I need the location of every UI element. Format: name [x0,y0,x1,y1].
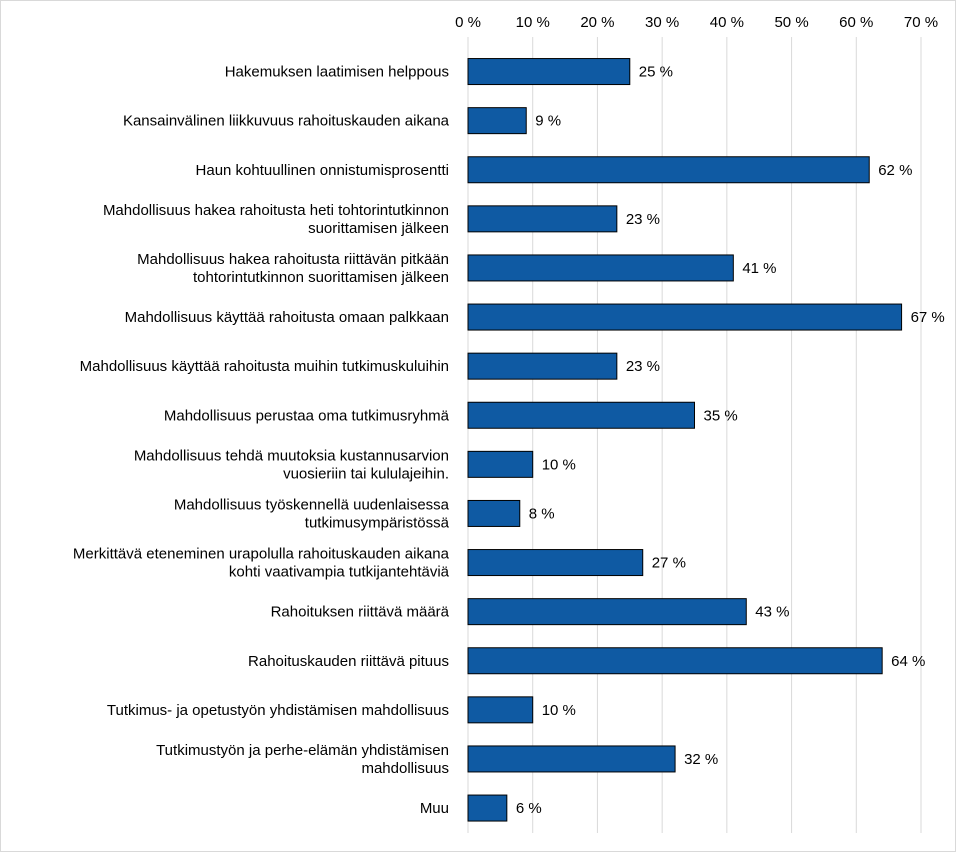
bar [467,696,534,724]
category-label-line: Haun kohtuullinen onnistumisprosentti [196,162,449,179]
bar [467,107,527,135]
category-label-line: Mahdollisuus hakea rahoitusta heti tohto… [103,202,449,219]
value-label: 10 % [542,456,576,473]
bar [467,549,644,577]
category-label: Tutkimus- ja opetustyön yhdistämisen mah… [107,702,449,719]
bar [467,647,883,675]
category-label: Mahdollisuus hakea rahoitusta heti tohto… [103,202,449,237]
category-label-line: Muu [420,800,449,817]
category-label: Hakemuksen laatimisen helppous [225,64,449,81]
value-label: 67 % [911,309,945,326]
bar [467,254,734,282]
value-label: 10 % [542,702,576,719]
value-label: 27 % [652,555,686,572]
category-label-line: Mahdollisuus hakea rahoitusta riittävän … [137,251,449,268]
category-label-line: Hakemuksen laatimisen helppous [225,64,449,81]
category-label-line: Merkittävä eteneminen urapolulla rahoitu… [73,546,450,563]
value-label: 6 % [516,800,542,817]
category-label: Rahoituksen riittävä määrä [271,604,450,621]
value-label: 64 % [891,653,925,670]
category-labels: Hakemuksen laatimisen helppous Kansainväl… [73,64,450,817]
value-label: 41 % [742,260,776,277]
category-label: Haun kohtuullinen onnistumisprosentti [196,162,449,179]
category-label: Mahdollisuus työskennellä uudenlaisessa t… [174,496,450,531]
x-tick-label: 50 % [774,14,808,31]
category-label-line: vuosieriin tai kululajeihin. [283,465,449,482]
bar [467,450,534,478]
category-label-line: Rahoituskauden riittävä pituus [248,653,449,670]
bar [467,156,870,184]
value-label: 62 % [878,162,912,179]
x-tick-label: 20 % [580,14,614,31]
value-label: 35 % [704,407,738,424]
category-label: Kansainvälinen liikkuvuus rahoituskauden… [123,113,450,130]
category-label-line: Kansainvälinen liikkuvuus rahoituskauden… [123,113,450,130]
category-label-line: Rahoituksen riittävä määrä [271,604,450,621]
x-tick-label: 0 % [455,14,481,31]
bar [467,352,618,380]
bar [467,58,631,86]
value-label: 23 % [626,358,660,375]
category-label: Mahdollisuus perustaa oma tutkimusryhmä [164,407,450,424]
x-tick-label: 60 % [839,14,873,31]
bar [467,303,903,331]
x-axis-tick-labels: 0 % 10 % 20 % 30 % 40 % 50 % 60 % 70 % [455,14,938,31]
x-tick-label: 40 % [710,14,744,31]
value-label: 23 % [626,211,660,228]
category-label: Rahoituskauden riittävä pituus [248,653,449,670]
bar [467,401,695,429]
category-label-line: tohtorintutkinnon suorittamisen jälkeen [193,269,449,286]
category-label-line: Mahdollisuus käyttää rahoitusta omaan pa… [125,309,449,326]
category-label-line: Mahdollisuus perustaa oma tutkimusryhmä [164,407,450,424]
category-label-line: Mahdollisuus tehdä muutoksia kustannusar… [134,447,449,464]
value-label: 32 % [684,751,718,768]
category-label-line: mahdollisuus [361,760,449,777]
category-label: Mahdollisuus käyttää rahoitusta omaan pa… [125,309,449,326]
bar [467,598,747,626]
category-label-line: kohti vaativampia tutkijantehtäviä [229,564,450,581]
x-tick-label: 70 % [904,14,938,31]
category-label: Mahdollisuus hakea rahoitusta riittävän … [137,251,449,286]
category-label-line: tutkimusympäristössä [305,514,450,531]
bar [467,205,618,233]
category-label-line: suorittamisen jälkeen [308,220,449,237]
category-label: Mahdollisuus tehdä muutoksia kustannusar… [134,447,449,482]
bar [467,499,521,527]
bar [467,794,508,822]
bars [467,58,903,822]
category-label-line: Tutkimus- ja opetustyön yhdistämisen mah… [107,702,449,719]
category-label: Tutkimustyön ja perhe-elämän yhdistämise… [156,742,449,777]
category-label: Mahdollisuus käyttää rahoitusta muihin t… [80,358,449,375]
category-label-line: Mahdollisuus käyttää rahoitusta muihin t… [80,358,449,375]
bar [467,745,676,773]
value-label: 43 % [755,604,789,621]
value-label: 8 % [529,505,555,522]
category-label-line: Mahdollisuus työskennellä uudenlaisessa [174,496,450,513]
category-label-line: Tutkimustyön ja perhe-elämän yhdistämise… [156,742,449,759]
x-tick-label: 10 % [516,14,550,31]
value-labels: 25 % 9 % 62 % 23 % 41 % 67 % 23 % 35 % 10 % 8 % 27… [516,64,945,817]
value-label: 9 % [535,113,561,130]
value-label: 25 % [639,64,673,81]
x-tick-label: 30 % [645,14,679,31]
category-label: Merkittävä eteneminen urapolulla rahoitu… [73,546,450,581]
category-label: Muu [420,800,449,817]
